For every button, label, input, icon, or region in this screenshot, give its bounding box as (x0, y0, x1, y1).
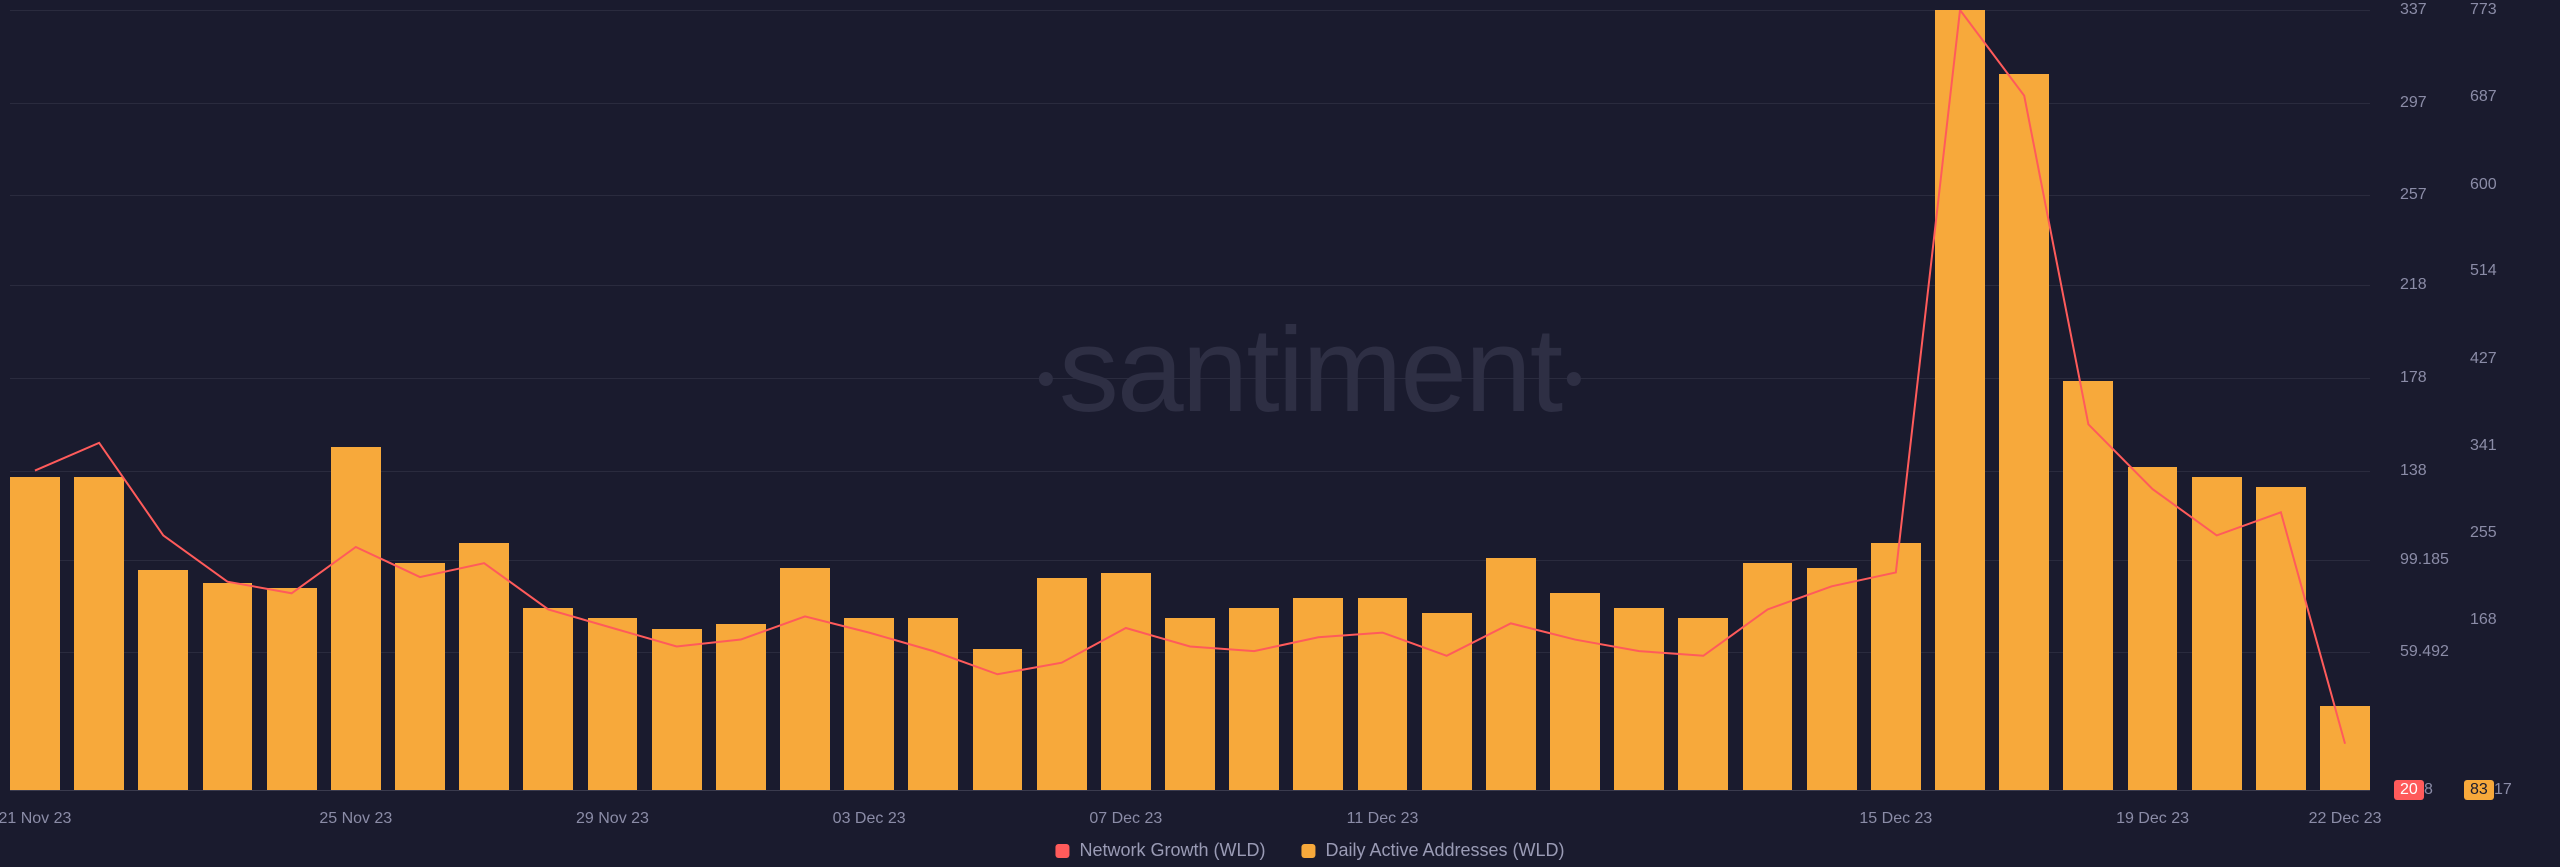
y-tick-right: 687 (2470, 88, 2497, 106)
bar (1935, 10, 1985, 790)
y-tick-right: 514 (2470, 262, 2497, 280)
y-tick-right: 600 (2470, 176, 2497, 194)
y-tick-right: 341 (2470, 437, 2497, 455)
bar (973, 649, 1023, 790)
x-tick-label: 29 Nov 23 (576, 810, 649, 828)
bar (1678, 618, 1728, 790)
bar (1550, 593, 1600, 790)
value-badge: 20 (2394, 780, 2424, 800)
bar (395, 563, 445, 790)
bar (1807, 568, 1857, 790)
y-tick-right: 168 (2470, 611, 2497, 629)
y-tick-right: 255 (2470, 524, 2497, 542)
y-tick-right: 773 (2470, 1, 2497, 19)
value-badge: 83 (2464, 780, 2494, 800)
bar (1871, 543, 1921, 790)
bar (1743, 563, 1793, 790)
x-tick-label: 25 Nov 23 (319, 810, 392, 828)
bar (716, 624, 766, 790)
chart-container: santiment 21 Nov 2325 Nov 2329 Nov 2303 … (0, 0, 2560, 867)
bar (2063, 381, 2113, 790)
x-tick-label: 19 Dec 23 (2116, 810, 2189, 828)
bar (1486, 558, 1536, 790)
y-tick-trailing: 17 (2494, 781, 2512, 799)
bar (1101, 573, 1151, 790)
bar (2128, 467, 2178, 790)
legend-item[interactable]: Network Growth (WLD) (1055, 840, 1265, 861)
legend: Network Growth (WLD) Daily Active Address… (1055, 840, 1564, 861)
x-tick-label: 22 Dec 23 (2309, 810, 2382, 828)
y-tick-trailing: 8 (2424, 781, 2433, 799)
x-tick-label: 21 Nov 23 (0, 810, 71, 828)
bar (908, 618, 958, 790)
bar (1422, 613, 1472, 790)
bar (2256, 487, 2306, 790)
bar (2192, 477, 2242, 790)
bar (331, 447, 381, 790)
legend-item[interactable]: Daily Active Addresses (WLD) (1301, 840, 1564, 861)
bar (1229, 608, 1279, 790)
bar (652, 629, 702, 790)
bar (588, 618, 638, 790)
y-tick-left: 257 (2400, 186, 2427, 204)
bar (74, 477, 124, 790)
bar (459, 543, 509, 790)
x-tick-label: 03 Dec 23 (833, 810, 906, 828)
x-tick-label: 11 Dec 23 (1347, 810, 1419, 828)
legend-label: Network Growth (WLD) (1079, 840, 1265, 861)
bar (2320, 706, 2370, 790)
y-tick-right: 427 (2470, 350, 2497, 368)
bar (844, 618, 894, 790)
bar (1293, 598, 1343, 790)
bar (1999, 74, 2049, 790)
y-tick-left: 337 (2400, 1, 2427, 19)
bar (138, 570, 188, 790)
x-tick-label: 07 Dec 23 (1089, 810, 1162, 828)
bar (1614, 608, 1664, 790)
y-tick-left: 99.185 (2400, 551, 2449, 569)
bar (203, 583, 253, 790)
y-tick-left: 138 (2400, 462, 2427, 480)
bar (1165, 618, 1215, 790)
legend-swatch (1055, 844, 1069, 858)
bar (523, 608, 573, 790)
bar (267, 588, 317, 790)
bar (10, 477, 60, 790)
legend-label: Daily Active Addresses (WLD) (1325, 840, 1564, 861)
y-tick-left: 178 (2400, 369, 2427, 387)
bar (780, 568, 830, 790)
bar (1037, 578, 1087, 790)
bar (1358, 598, 1408, 790)
x-tick-label: 15 Dec 23 (1859, 810, 1932, 828)
y-tick-left: 59.492 (2400, 643, 2449, 661)
plot-area (10, 10, 2370, 790)
y-tick-left: 218 (2400, 276, 2427, 294)
y-tick-left: 297 (2400, 94, 2427, 112)
legend-swatch (1301, 844, 1315, 858)
